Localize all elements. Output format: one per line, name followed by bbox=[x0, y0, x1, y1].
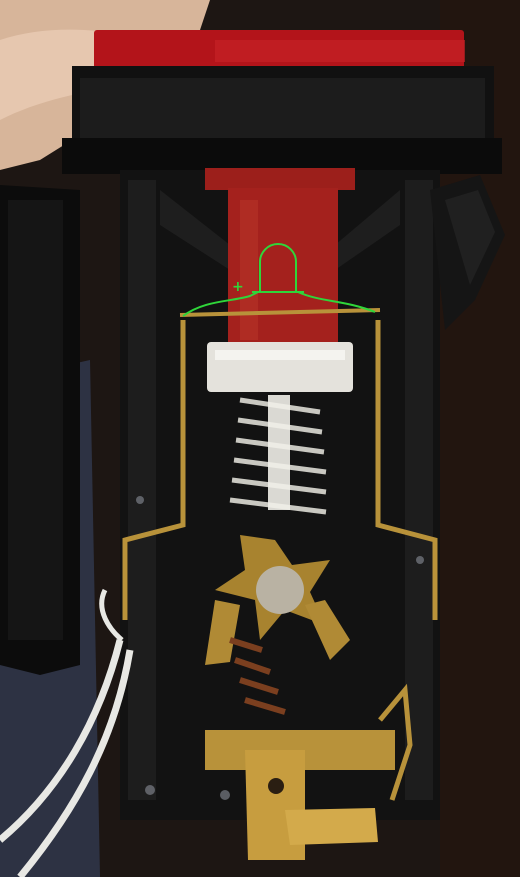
plus-sign-label: + bbox=[232, 279, 244, 295]
brass-contact-frame bbox=[122, 320, 438, 620]
copper-spring bbox=[229, 637, 286, 715]
terminal-right bbox=[285, 808, 378, 845]
led-overlay-icon bbox=[182, 243, 376, 317]
plunger-guide bbox=[207, 342, 353, 392]
white-wires bbox=[0, 588, 134, 877]
plunger-head bbox=[205, 168, 355, 190]
star-rotor bbox=[215, 535, 330, 640]
